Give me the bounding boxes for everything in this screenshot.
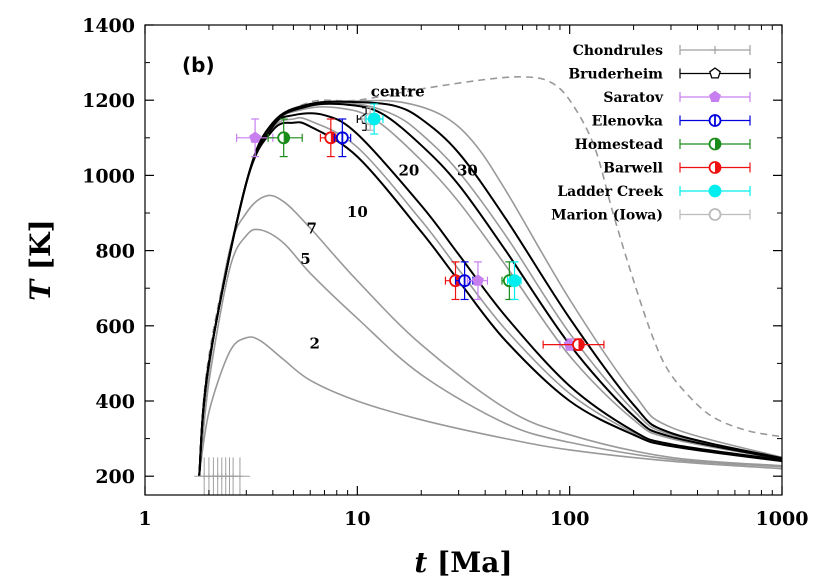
y-axis-title: T [K]	[24, 219, 57, 300]
curve-label: 30	[457, 161, 478, 179]
legend-marker-half	[715, 138, 721, 150]
meteorite-point	[466, 261, 489, 301]
legend-marker	[709, 90, 721, 103]
meteorite-marker	[472, 274, 484, 286]
legend: Chondrules Bruderheim Saratov Elenovka Homes…	[551, 43, 751, 224]
y-tick-label: 800	[95, 241, 135, 263]
legend-label: Ladder Creek	[557, 184, 663, 200]
curve-2	[198, 336, 783, 477]
x-axis-variable: t	[414, 546, 427, 579]
y-tick-label: 600	[95, 316, 135, 338]
legend-label: Bruderheim	[568, 67, 663, 83]
meteorite-marker	[508, 274, 521, 288]
y-tick-label: 1400	[82, 15, 135, 37]
legend-label: Elenovka	[592, 114, 663, 130]
meteorite-point	[333, 118, 352, 158]
meteorite-marker-half	[283, 132, 290, 144]
curve-label: 10	[347, 203, 368, 221]
curve-30a	[198, 100, 783, 477]
y-tick-label: 1200	[82, 90, 135, 112]
curve-label: 7	[307, 220, 317, 238]
x-tick-label: 1000	[756, 508, 809, 530]
x-axis-title: t [Ma]	[414, 546, 512, 579]
meteorite-point	[542, 338, 605, 352]
curve-20b	[198, 102, 783, 477]
legend-marker	[709, 67, 721, 79]
meteorite-point	[506, 261, 522, 301]
curve-20c	[198, 101, 783, 477]
legend-marker	[708, 208, 722, 221]
curve-7	[198, 194, 783, 477]
meteorite-point	[365, 103, 384, 135]
curve-label: 2	[310, 334, 320, 352]
legend-label: Barwell	[603, 161, 663, 177]
legend-label: Homestead	[575, 137, 664, 153]
y-tick-label: 400	[95, 391, 135, 413]
y-axis-unit: [K]	[24, 219, 57, 280]
x-tick-label: 100	[550, 508, 590, 530]
curves-layer	[198, 76, 783, 477]
y-tick-label: 1000	[82, 165, 135, 187]
legend-marker	[708, 184, 722, 198]
y-axis-variable: T	[24, 278, 57, 301]
x-tick-label: 1	[138, 508, 151, 530]
y-tick-label: 200	[95, 466, 135, 488]
data-points-layer	[194, 103, 605, 495]
curve-label: centre	[371, 82, 425, 100]
meteorite-marker	[367, 112, 381, 126]
curve-labels-layer: centre 30 20 10 7 5 2	[300, 82, 478, 352]
legend-marker-half	[715, 162, 721, 173]
meteorite-point	[235, 118, 274, 158]
legend-label: Saratov	[603, 90, 663, 106]
meteorite-marker-half	[578, 339, 584, 351]
meteorite-marker	[249, 131, 262, 143]
ticks-layer: 1 10 100 1000 200 400 600 800 1000 1200 1400	[82, 15, 808, 530]
legend-label: Marion (Iowa)	[551, 208, 663, 224]
curve-label: 5	[300, 250, 310, 268]
curve-label: 20	[399, 161, 420, 179]
legend-label: Chondrules	[573, 43, 663, 59]
x-tick-label: 10	[344, 508, 370, 530]
panel-label: (b)	[182, 53, 215, 77]
curve-5	[198, 228, 783, 477]
plot-frame	[144, 24, 783, 496]
curve-20a	[198, 106, 783, 477]
meteorite-point	[267, 118, 303, 158]
x-axis-unit: [Ma]	[427, 546, 512, 579]
curve-10a	[198, 121, 783, 477]
